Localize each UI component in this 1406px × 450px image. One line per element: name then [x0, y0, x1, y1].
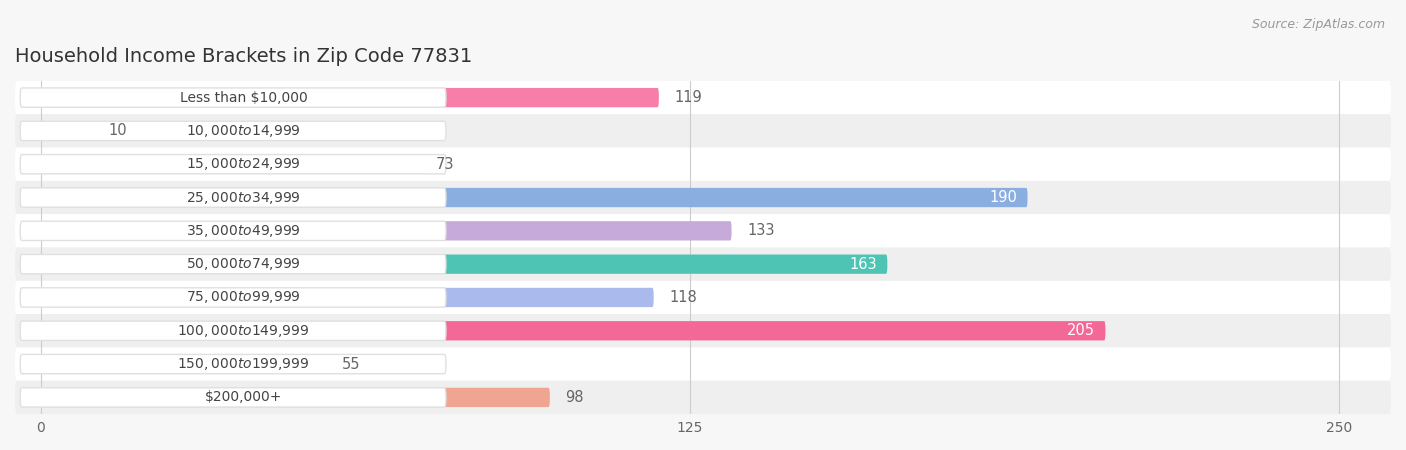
FancyBboxPatch shape	[20, 388, 446, 407]
Text: $25,000 to $34,999: $25,000 to $34,999	[186, 189, 301, 206]
FancyBboxPatch shape	[15, 248, 1391, 281]
Text: 55: 55	[342, 356, 360, 372]
Text: 118: 118	[669, 290, 697, 305]
Text: 98: 98	[565, 390, 583, 405]
Text: $75,000 to $99,999: $75,000 to $99,999	[186, 289, 301, 306]
FancyBboxPatch shape	[15, 381, 1391, 414]
FancyBboxPatch shape	[20, 154, 446, 174]
FancyBboxPatch shape	[15, 314, 1391, 347]
FancyBboxPatch shape	[41, 321, 1105, 341]
Text: $35,000 to $49,999: $35,000 to $49,999	[186, 223, 301, 239]
Text: $10,000 to $14,999: $10,000 to $14,999	[186, 123, 301, 139]
FancyBboxPatch shape	[15, 81, 1391, 114]
Text: $50,000 to $74,999: $50,000 to $74,999	[186, 256, 301, 272]
FancyBboxPatch shape	[41, 355, 326, 374]
Text: 10: 10	[108, 123, 127, 139]
FancyBboxPatch shape	[41, 388, 550, 407]
FancyBboxPatch shape	[15, 281, 1391, 314]
Text: 163: 163	[849, 256, 877, 272]
FancyBboxPatch shape	[41, 188, 1028, 207]
FancyBboxPatch shape	[20, 221, 446, 240]
FancyBboxPatch shape	[15, 148, 1391, 181]
FancyBboxPatch shape	[20, 188, 446, 207]
Text: $15,000 to $24,999: $15,000 to $24,999	[186, 156, 301, 172]
FancyBboxPatch shape	[20, 255, 446, 274]
Text: Less than $10,000: Less than $10,000	[180, 90, 308, 104]
FancyBboxPatch shape	[41, 154, 420, 174]
Text: 133: 133	[747, 223, 775, 238]
FancyBboxPatch shape	[15, 214, 1391, 248]
Text: Source: ZipAtlas.com: Source: ZipAtlas.com	[1251, 18, 1385, 31]
FancyBboxPatch shape	[41, 221, 731, 240]
FancyBboxPatch shape	[20, 288, 446, 307]
FancyBboxPatch shape	[20, 321, 446, 341]
Text: Household Income Brackets in Zip Code 77831: Household Income Brackets in Zip Code 77…	[15, 46, 472, 66]
Text: $200,000+: $200,000+	[205, 391, 283, 405]
FancyBboxPatch shape	[41, 255, 887, 274]
FancyBboxPatch shape	[20, 88, 446, 107]
FancyBboxPatch shape	[20, 355, 446, 374]
Text: 205: 205	[1067, 323, 1095, 338]
FancyBboxPatch shape	[41, 121, 93, 140]
FancyBboxPatch shape	[15, 181, 1391, 214]
Text: 73: 73	[436, 157, 454, 172]
FancyBboxPatch shape	[15, 114, 1391, 148]
Text: $100,000 to $149,999: $100,000 to $149,999	[177, 323, 309, 339]
Text: 190: 190	[990, 190, 1017, 205]
Text: 119: 119	[675, 90, 702, 105]
FancyBboxPatch shape	[41, 88, 659, 107]
FancyBboxPatch shape	[15, 347, 1391, 381]
Text: $150,000 to $199,999: $150,000 to $199,999	[177, 356, 309, 372]
FancyBboxPatch shape	[20, 121, 446, 140]
FancyBboxPatch shape	[41, 288, 654, 307]
